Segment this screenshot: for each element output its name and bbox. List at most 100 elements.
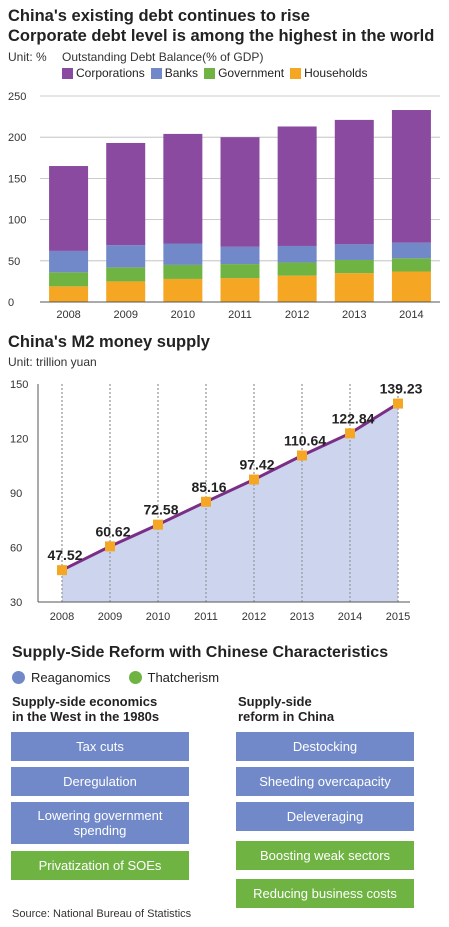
x-tick-label: 2014 — [338, 611, 362, 623]
bar-segment-banks — [163, 243, 203, 265]
bar-segment-corporations — [391, 110, 431, 243]
left-reform-item: Privatization of SOEs — [11, 851, 189, 880]
legend-thatcherism: Thatcherism — [128, 670, 220, 685]
right-reform-item: Destocking — [236, 732, 414, 761]
reform-legend: Reaganomics Thatcherism — [12, 670, 219, 685]
m2-data-point — [393, 398, 403, 409]
m2-data-label: 97.42 — [239, 457, 274, 473]
y-tick-label: 150 — [10, 379, 28, 391]
legend-corporations-label: Corporations — [76, 66, 145, 80]
bar-segment-government — [391, 258, 431, 272]
x-tick-label: 2008 — [50, 611, 74, 623]
left-reform-item: Lowering government spending — [11, 802, 189, 844]
bar-segment-government — [220, 264, 260, 279]
bar-segment-households — [49, 286, 89, 302]
bar-segment-government — [334, 259, 374, 274]
bar-segment-households — [334, 273, 374, 302]
legend-government: Government — [204, 66, 284, 80]
m2-area-fill — [62, 403, 398, 602]
y-tick-label: 250 — [8, 91, 26, 103]
bar-segment-corporations — [163, 133, 203, 244]
m2-data-label: 122.84 — [332, 410, 375, 426]
x-tick-label: 2013 — [342, 309, 366, 321]
y-tick-label: 30 — [10, 597, 22, 609]
legend-corporations: Corporations — [62, 66, 145, 80]
right-reform-item: Deleveraging — [236, 802, 414, 831]
m2-chart-title: China's M2 money supply — [8, 333, 210, 351]
x-tick-label: 2009 — [113, 309, 137, 321]
bar-segment-households — [277, 275, 317, 302]
legend-thatcherism-label: Thatcherism — [147, 670, 220, 685]
bar-segment-banks — [220, 246, 260, 265]
bar-segment-banks — [277, 245, 317, 263]
legend-banks: Banks — [150, 66, 198, 80]
x-tick-label: 2010 — [171, 309, 195, 321]
right-reform-item: Boosting weak sectors — [236, 841, 414, 870]
x-tick-label: 2012 — [285, 309, 309, 321]
y-tick-label: 90 — [10, 488, 22, 500]
m2-data-label: 72.58 — [143, 502, 178, 518]
debt-chart-unit: Unit: % — [8, 50, 47, 64]
m2-data-label: 139.23 — [380, 381, 423, 397]
m2-data-point — [297, 450, 307, 461]
bar-segment-banks — [334, 244, 374, 260]
government-swatch — [204, 67, 216, 79]
debt-chart-title-line1: China's existing debt continues to rise — [8, 7, 310, 25]
source-note: Source: National Bureau of Statistics — [12, 908, 192, 920]
m2-data-point — [105, 541, 115, 552]
m2-data-label: 110.64 — [284, 433, 326, 449]
debt-chart-title-line2: Corporate debt level is among the highes… — [8, 27, 435, 45]
bar-segment-households — [106, 281, 146, 302]
m2-data-point — [201, 496, 211, 507]
bar-segment-government — [163, 264, 203, 279]
bar-segment-corporations — [277, 126, 317, 246]
x-tick-label: 2014 — [399, 309, 423, 321]
bar-segment-households — [220, 278, 260, 302]
m2-series-line — [61, 402, 399, 572]
bar-segment-banks — [106, 245, 146, 268]
bar-segment-government — [277, 262, 317, 276]
y-tick-label: 60 — [10, 543, 22, 555]
y-tick-label: 50 — [8, 256, 20, 268]
m2-data-label: 60.62 — [95, 523, 130, 539]
x-tick-label: 2011 — [228, 309, 252, 321]
bar-segment-government — [106, 267, 146, 282]
x-tick-label: 2011 — [194, 611, 218, 623]
y-tick-label: 0 — [8, 297, 14, 309]
right-reform-item: Sheeding overcapacity — [236, 767, 414, 796]
x-tick-label: 2010 — [146, 611, 170, 623]
reform-title: Supply-Side Reform with Chinese Characte… — [12, 644, 389, 661]
m2-data-label: 47.52 — [47, 547, 82, 563]
bar-segment-banks — [391, 242, 431, 259]
m2-data-point — [345, 428, 355, 439]
thatcherism-dot-icon — [128, 671, 142, 684]
legend-households-label: Households — [304, 66, 368, 80]
m2-data-point — [249, 474, 259, 485]
bar-segment-government — [49, 272, 89, 287]
bar-segment-households — [163, 278, 203, 302]
corporations-swatch — [62, 67, 73, 79]
bar-segment-corporations — [49, 166, 89, 251]
left-reform-item: Tax cuts — [11, 732, 189, 761]
legend-reaganomics: Reaganomics — [12, 670, 111, 685]
y-tick-label: 120 — [10, 434, 28, 446]
legend-reaganomics-label: Reaganomics — [31, 670, 111, 685]
y-tick-label: 100 — [8, 215, 26, 227]
west-heading: Supply-side economics in the West in the… — [12, 694, 160, 724]
debt-stacked-bar-chart: 0 50 100 150 200 250 2008 2009 2010 2011 2012 2013 2… — [8, 91, 440, 321]
bar-segment-banks — [49, 250, 89, 273]
m2-data-point — [153, 519, 163, 530]
x-tick-label: 2015 — [386, 611, 410, 623]
x-tick-label: 2008 — [56, 309, 80, 321]
debt-chart-legend: Corporations Banks Government Households — [62, 66, 369, 80]
m2-area-chart: 30 60 90 120 150 47.52 2008 60.62 2009 72.58 2010 8… — [10, 379, 423, 623]
x-tick-label: 2013 — [290, 611, 314, 623]
bar-segment-corporations — [220, 137, 260, 247]
m2-data-point — [57, 565, 67, 576]
left-reform-item: Deregulation — [11, 767, 189, 796]
reaganomics-dot-icon — [12, 671, 25, 684]
bar-segment-corporations — [334, 119, 374, 245]
banks-swatch — [150, 67, 162, 79]
x-tick-label: 2012 — [242, 611, 266, 623]
households-swatch — [290, 67, 302, 79]
